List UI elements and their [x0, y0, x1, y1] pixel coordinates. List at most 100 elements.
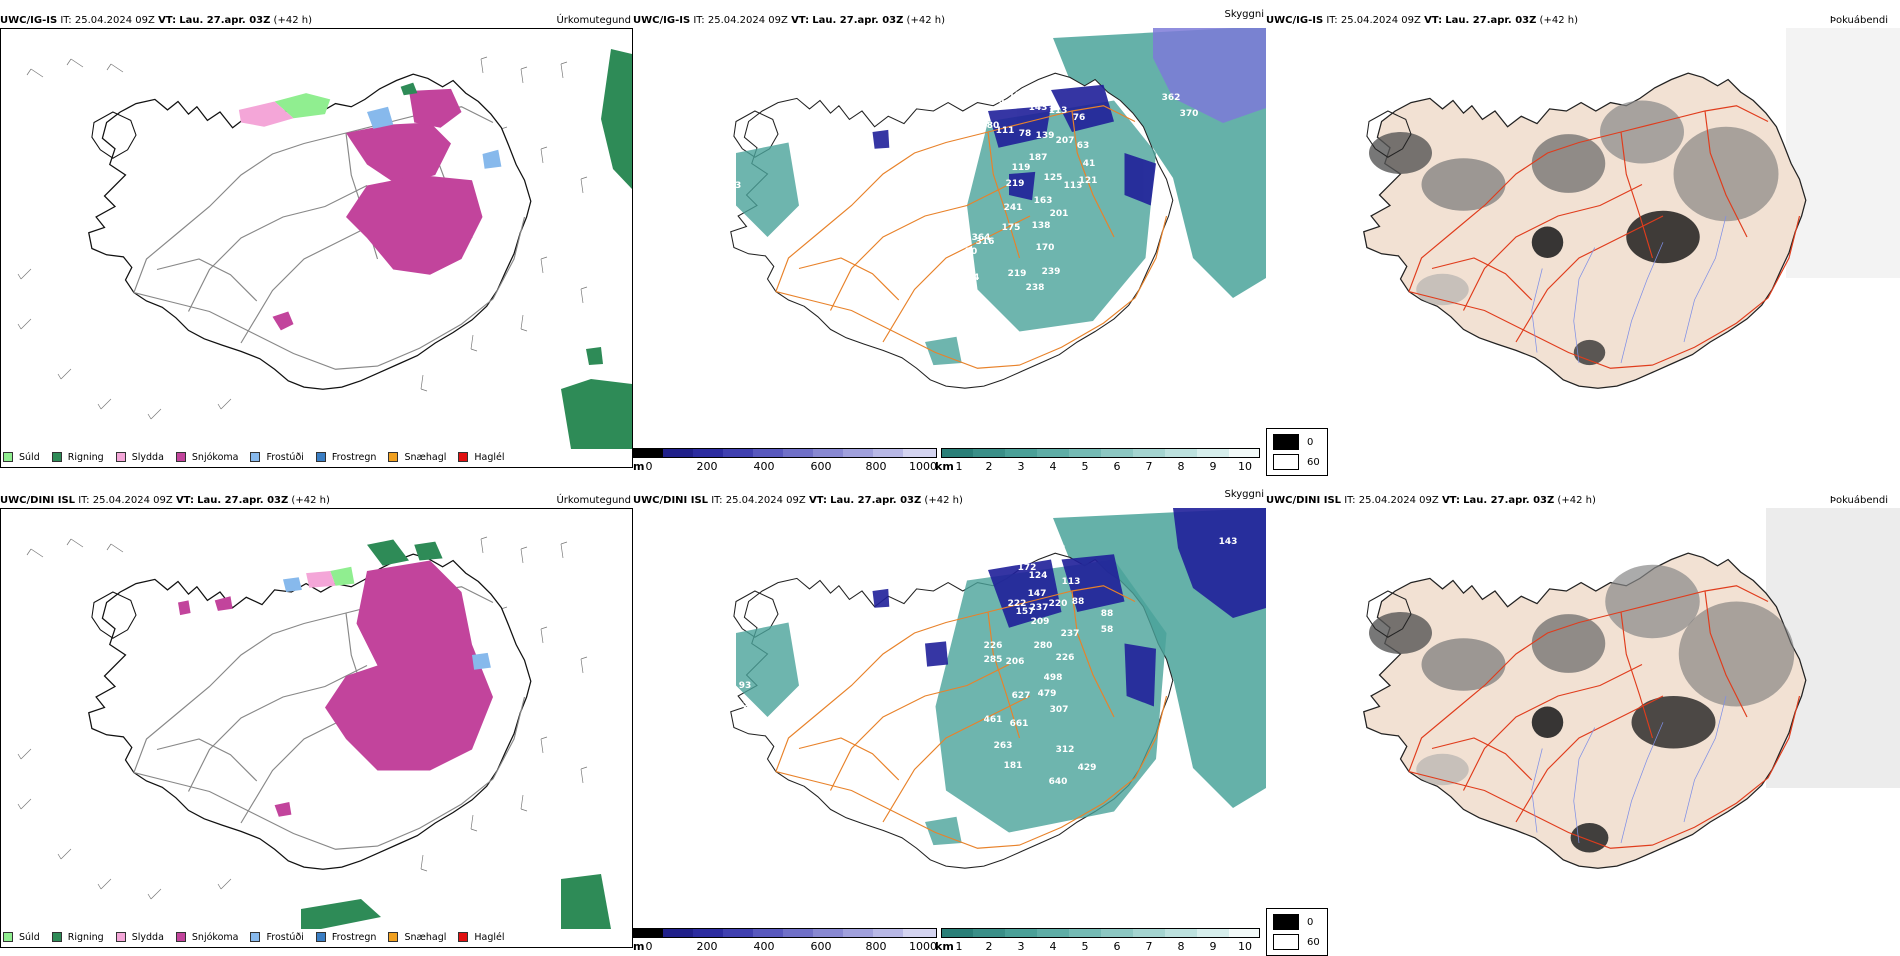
- cloud-base-label: 362: [1162, 93, 1181, 103]
- cloud-base-label: 307: [1050, 705, 1069, 715]
- cloud-base-label: 280: [1034, 641, 1053, 651]
- cloud-base-label: 175: [1002, 223, 1021, 233]
- cloud-base-label: 121: [1079, 176, 1098, 186]
- cloud-base-label: 316: [976, 237, 995, 247]
- cloud-base-label: 206: [1006, 657, 1025, 667]
- cloud-base-label: 97: [742, 236, 755, 246]
- cloud-base-label: 237: [1061, 629, 1080, 639]
- precip-legend: Súld Rigning Slydda Snjókoma Frostúði Fr…: [3, 929, 517, 945]
- cloud-base-label: 312: [1056, 745, 1075, 755]
- cloud-base-label: 364: [972, 233, 991, 243]
- cloud-base-label: 10: [965, 247, 978, 257]
- precip-type-map: Súld Rigning Slydda Snjókoma Frostúði Fr…: [0, 28, 633, 468]
- cloud-base-label: 498: [1044, 673, 1063, 683]
- cloud-base-label: 207: [1056, 136, 1075, 146]
- cloud-base-label: 113: [1064, 181, 1083, 191]
- precip-type-map: Súld Rigning Slydda Snjókoma Frostúði Fr…: [0, 508, 633, 948]
- fog-legend: 0 60: [1266, 908, 1328, 956]
- cloud-base-label: 92: [969, 115, 982, 125]
- cloud-base-label: 263: [994, 741, 1013, 751]
- legend-item-haglel: Haglél: [458, 932, 505, 943]
- cloud-base-label: 94: [952, 113, 965, 123]
- cloud-base-label: 144: [961, 273, 980, 283]
- cloud-base-label: 88: [1101, 609, 1114, 619]
- panel-header: UWC/IG-IS IT: 25.04.2024 09Z VT: Lau. 27…: [0, 15, 312, 26]
- panel-title: Þokuábendi: [1829, 15, 1888, 26]
- cloud-base-label: 55: [717, 133, 730, 143]
- cloud-base-label: 138: [1032, 221, 1051, 231]
- cloud-base-label: 124: [1029, 571, 1048, 581]
- cloud-base-label: 78: [1019, 129, 1032, 139]
- panel-title: Þokuábendi: [1829, 495, 1888, 506]
- cloud-panel-top: UWC/IG-IS IT: 25.04.2024 09Z VT: Lau. 27…: [633, 9, 1266, 473]
- legend-item-rigning: Rigning: [51, 452, 104, 463]
- legend-item-frostregn: Frostregn: [315, 452, 376, 463]
- cloud-base-label: 170: [1036, 243, 1055, 253]
- cloud-base-label: 86: [992, 96, 1005, 106]
- cloud-base-label: 461: [984, 715, 1003, 725]
- panel-header: UWC/DINI ISL IT: 25.04.2024 09Z VT: Lau.…: [1266, 495, 1596, 506]
- cloud-base-label: 113: [1062, 577, 1081, 587]
- cloud-base-label: 53: [729, 181, 742, 191]
- snow-area: [272, 88, 483, 331]
- panel-title: Skyggni: [1224, 489, 1264, 500]
- panel-title: Skyggni: [1224, 9, 1264, 20]
- legend-item-rigning: Rigning: [51, 932, 104, 943]
- fog-legend: 0 60: [1266, 428, 1328, 476]
- cloud-base-label: 187: [1029, 153, 1048, 163]
- fog-panel-top: UWC/IG-IS IT: 25.04.2024 09Z VT: Lau. 27…: [1266, 14, 1900, 476]
- cloud-base-label: 222: [1008, 599, 1027, 609]
- cloud-base-label: 237: [1030, 603, 1049, 613]
- cloud-base-label: 661: [1010, 719, 1029, 729]
- cloud-base-label: 92: [737, 701, 750, 711]
- cloud-base-label: 38: [867, 609, 880, 619]
- visibility-colorbar: km 1 2 3 4 5 6 7 8 9 10: [935, 928, 1261, 956]
- cloud-base-label: 163: [1034, 196, 1053, 206]
- cloud-base-label: 172: [1018, 563, 1037, 573]
- rain-area-sea: [561, 49, 632, 449]
- cloud-base-label: 15: [922, 399, 935, 409]
- precip-type-panel-top: UWC/IG-IS IT: 25.04.2024 09Z VT: Lau. 27…: [0, 14, 633, 468]
- cloud-base-label: 370: [1180, 109, 1199, 119]
- cloud-base-label: 11: [945, 149, 958, 159]
- cloud-base-label: 143: [1029, 103, 1048, 113]
- precip-type-panel-bottom: UWC/DINI ISL IT: 25.04.2024 09Z VT: Lau.…: [0, 494, 633, 948]
- cloud-base-label: 239: [1042, 267, 1061, 277]
- fog-patches: [1369, 100, 1779, 366]
- cloud-panel-bottom: UWC/DINI ISL IT: 25.04.2024 09Z VT: Lau.…: [633, 489, 1266, 953]
- legend-item-sula: Súld: [3, 452, 40, 463]
- cloud-base-label: 53: [715, 629, 728, 639]
- cloud-map: 86 138 143 113 76 362 370 89 94 92 80 111 78 139 207 63…: [633, 28, 1266, 473]
- panel-title: Úrkomutegund: [556, 495, 631, 506]
- legend-item-snaehagl: Snæhagl: [388, 932, 446, 943]
- height-colorbar: m 0 200 400 600 800 1000: [633, 928, 938, 956]
- cloud-base-label: 627: [1012, 691, 1031, 701]
- panel-header: UWC/IG-IS IT: 25.04.2024 09Z VT: Lau. 27…: [633, 15, 945, 26]
- drizzle-area: [274, 93, 331, 119]
- cloud-base-label: 89: [937, 116, 950, 126]
- cloud-base-label: 84: [919, 253, 932, 263]
- legend-item-haglel: Haglél: [458, 452, 505, 463]
- cloud-base-label: 147: [1028, 589, 1047, 599]
- cloud-base-label: 479: [1038, 689, 1057, 699]
- visibility-colorbar: km 1 2 3 4 5 6 7 8 9 10: [935, 448, 1261, 476]
- cloud-base-label: 113: [1049, 106, 1068, 116]
- cloud-map: 143 217 167 131 172 124 113 88 147 222 237 220 157 88…: [633, 508, 1266, 953]
- cloud-base-label: 93: [739, 681, 752, 691]
- cloud-base-label: 131: [957, 569, 976, 579]
- cloud-base-label: 220: [1049, 599, 1068, 609]
- cloud-base-label: 98: [927, 729, 940, 739]
- cloud-base-label: 285: [984, 655, 1003, 665]
- cloud-base-label: 181: [1004, 761, 1023, 771]
- cloud-base-label: 58: [1101, 625, 1114, 635]
- legend-item-snjokoma: Snjókoma: [175, 932, 238, 943]
- cloud-base-label: 209: [1031, 617, 1050, 627]
- cloud-base-label: 63: [1077, 141, 1090, 151]
- cloud-base-label: 640: [1049, 777, 1068, 787]
- cloud-base-label: 429: [1078, 763, 1097, 773]
- panel-header: UWC/IG-IS IT: 25.04.2024 09Z VT: Lau. 27…: [1266, 15, 1578, 26]
- fog-map: 0 60: [1266, 508, 1900, 956]
- cloud-base-label: 241: [1004, 203, 1023, 213]
